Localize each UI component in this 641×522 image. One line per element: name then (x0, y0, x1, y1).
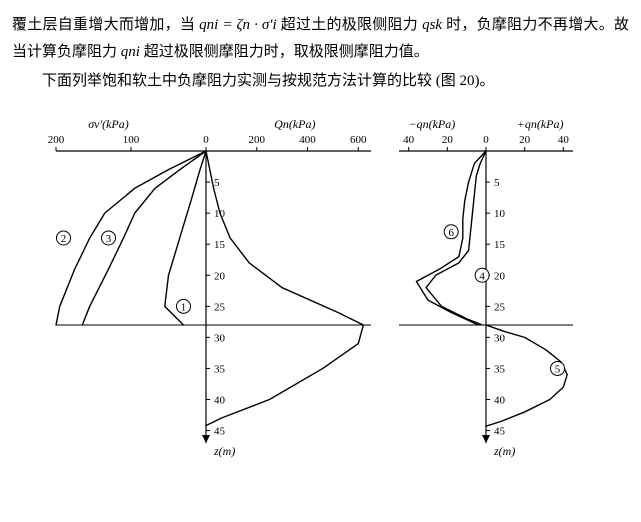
svg-text:2: 2 (60, 233, 66, 245)
svg-text:15: 15 (494, 239, 506, 251)
svg-text:20: 20 (494, 270, 506, 282)
svg-text:z(m): z(m) (213, 444, 235, 458)
svg-text:40: 40 (494, 395, 506, 407)
p1-b: 超过土的极限侧阻力 (281, 17, 422, 33)
svg-text:35: 35 (214, 363, 226, 375)
svg-text:25: 25 (214, 301, 226, 313)
svg-text:5: 5 (494, 177, 500, 189)
svg-text:Qn(kPa): Qn(kPa) (274, 117, 315, 131)
svg-text:35: 35 (494, 363, 506, 375)
svg-text:25: 25 (494, 301, 506, 313)
svg-text:5: 5 (554, 363, 560, 375)
svg-text:200: 200 (248, 134, 265, 146)
svg-text:100: 100 (122, 134, 139, 146)
svg-text:5: 5 (214, 177, 220, 189)
p1-d: 超过极限侧摩阻力时，取极限侧摩阻力值。 (144, 44, 429, 60)
svg-text:0: 0 (483, 134, 489, 146)
p1-formula: qni = ζn · σ′i (199, 17, 277, 33)
figure-svg: 200100020040060051015202530354045σv′(kPa… (41, 103, 601, 463)
svg-text:z(m): z(m) (493, 444, 515, 458)
svg-text:40: 40 (403, 134, 415, 146)
svg-text:45: 45 (214, 426, 226, 438)
svg-text:+qn(kPa): +qn(kPa) (516, 117, 563, 131)
svg-text:6: 6 (448, 227, 454, 239)
svg-text:0: 0 (203, 134, 209, 146)
svg-text:30: 30 (214, 332, 226, 344)
p1-a: 覆土层自重增大而增加，当 (12, 17, 199, 33)
svg-text:σv′(kPa): σv′(kPa) (88, 117, 129, 131)
p1-qni2: qni (121, 44, 140, 60)
p2-text: 下面列举饱和软土中负摩阻力实测与按规范方法计算的比较 (图 20)。 (42, 73, 495, 89)
svg-text:10: 10 (494, 208, 506, 220)
paragraph-1: 覆土层自重增大而增加，当 qni = ζn · σ′i 超过土的极限侧阻力 qs… (12, 12, 629, 66)
svg-text:400: 400 (299, 134, 316, 146)
p1-qsk: qsk (422, 17, 442, 33)
svg-text:1: 1 (180, 301, 186, 313)
svg-text:3: 3 (105, 233, 111, 245)
svg-text:20: 20 (441, 134, 453, 146)
svg-text:−qn(kPa): −qn(kPa) (408, 117, 455, 131)
svg-text:40: 40 (214, 395, 226, 407)
svg-text:45: 45 (494, 426, 506, 438)
svg-text:40: 40 (557, 134, 569, 146)
svg-text:30: 30 (494, 332, 506, 344)
svg-text:20: 20 (519, 134, 531, 146)
svg-text:20: 20 (214, 270, 226, 282)
paragraph-2: 下面列举饱和软土中负摩阻力实测与按规范方法计算的比较 (图 20)。 (12, 68, 629, 95)
figure-20: 200100020040060051015202530354045σv′(kPa… (12, 103, 629, 463)
svg-text:600: 600 (350, 134, 367, 146)
svg-text:15: 15 (214, 239, 226, 251)
svg-text:4: 4 (479, 270, 485, 282)
svg-text:200: 200 (47, 134, 64, 146)
